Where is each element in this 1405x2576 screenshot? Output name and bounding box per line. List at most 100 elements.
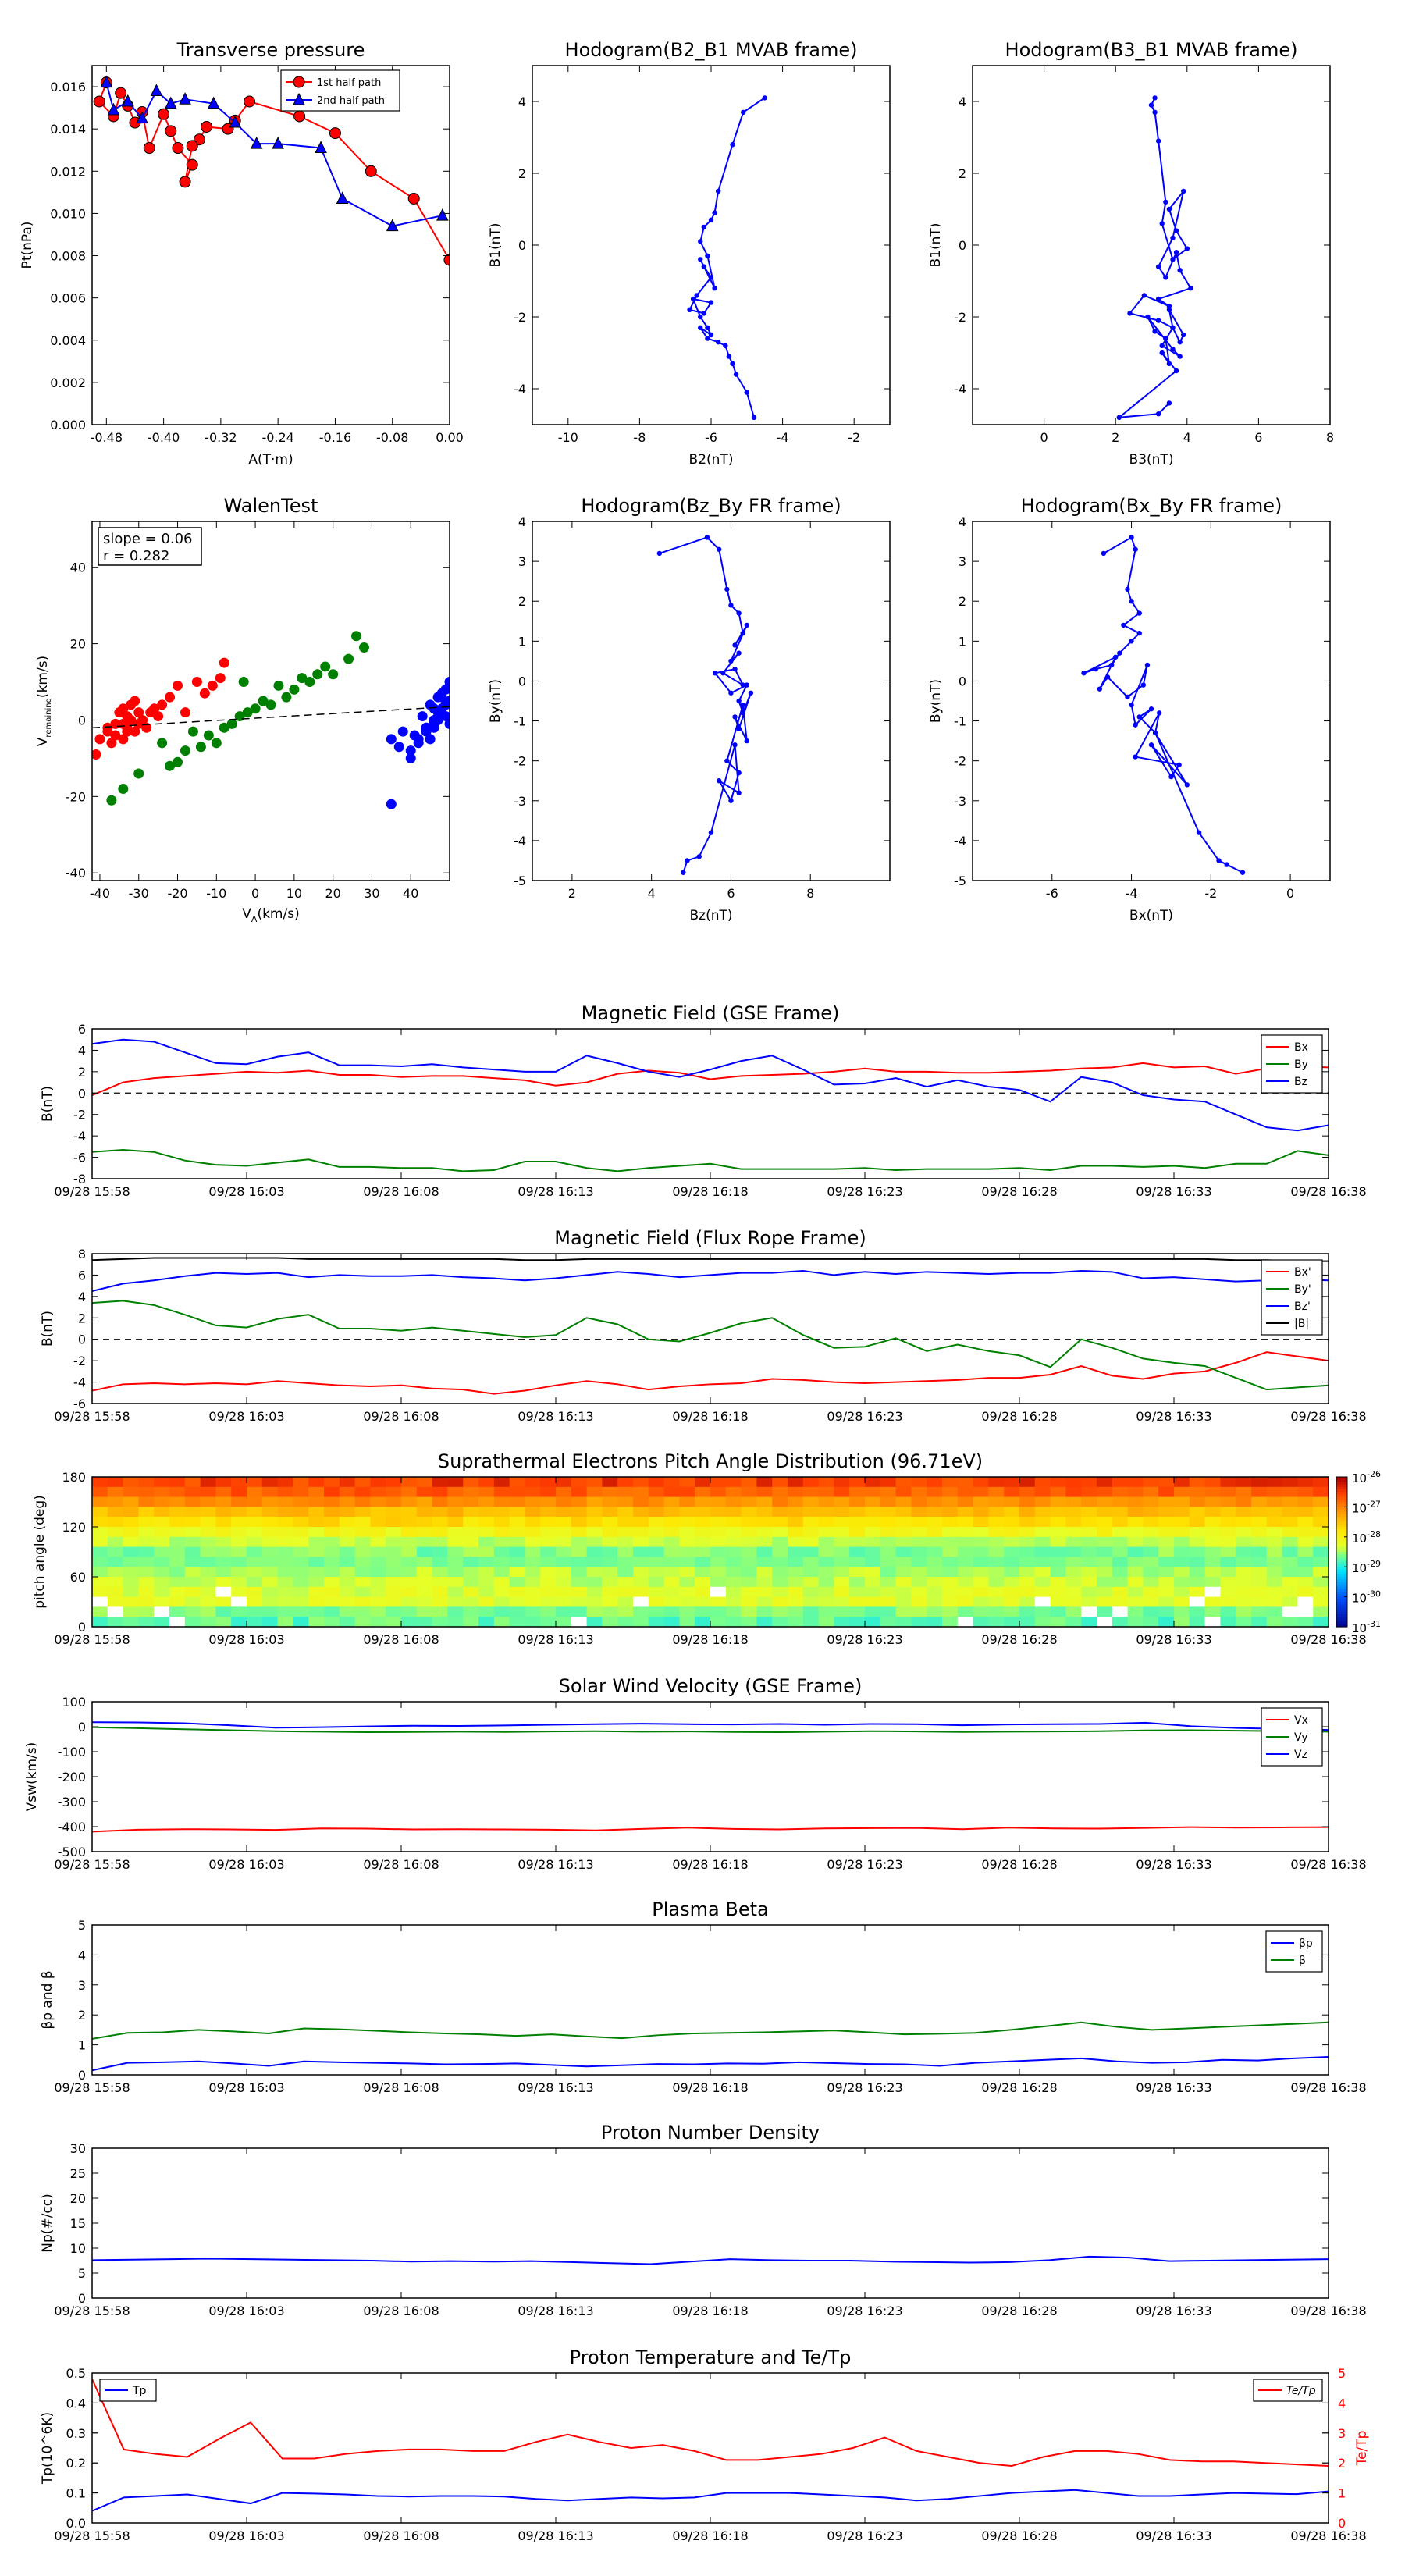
pad-cell bbox=[1050, 1477, 1066, 1488]
pad-cell bbox=[818, 1596, 834, 1607]
pad-colorbar-label: 10-29 bbox=[1352, 1559, 1381, 1575]
pad-cell bbox=[633, 1546, 649, 1557]
walen-point bbox=[417, 711, 428, 722]
pad-cell bbox=[1004, 1507, 1020, 1517]
pad-colorbar-base: 10 bbox=[1352, 1561, 1367, 1575]
pad-cell bbox=[679, 1557, 695, 1567]
h4-xtick-label: -6 bbox=[1046, 886, 1058, 901]
h4-xtick-label: -2 bbox=[1204, 886, 1217, 901]
pad-cell bbox=[308, 1617, 325, 1628]
walen-point bbox=[219, 722, 229, 733]
tp-ytick-label: 0.010 bbox=[50, 206, 86, 221]
walen-point bbox=[191, 677, 202, 688]
pad-colorbar-step bbox=[1336, 1539, 1347, 1542]
pad-cell bbox=[1282, 1486, 1298, 1498]
pad-cell bbox=[1220, 1536, 1236, 1548]
pad-cell bbox=[1034, 1606, 1051, 1617]
pad-cell bbox=[741, 1477, 757, 1488]
tp-point bbox=[136, 111, 148, 124]
h3-point bbox=[748, 690, 754, 696]
pad-cell bbox=[957, 1586, 974, 1598]
pad-cell bbox=[123, 1617, 139, 1628]
pad-cell bbox=[1174, 1557, 1190, 1567]
h2-point bbox=[1188, 286, 1193, 291]
pad-cell bbox=[957, 1477, 974, 1488]
h2-point bbox=[1127, 311, 1133, 316]
tp-point bbox=[107, 102, 120, 116]
pad-cell bbox=[602, 1477, 618, 1488]
pad-cell bbox=[463, 1577, 479, 1588]
pad-cell bbox=[973, 1606, 989, 1617]
pad-cell bbox=[834, 1536, 850, 1548]
tp-xtick-label: -0.16 bbox=[319, 430, 351, 445]
pad-cell bbox=[1050, 1507, 1066, 1517]
h3-ytick-label: -5 bbox=[514, 873, 526, 888]
pad-cell bbox=[633, 1486, 649, 1498]
pad-cell bbox=[1127, 1517, 1144, 1528]
pad-cell bbox=[556, 1577, 572, 1588]
mag_gse-series-By bbox=[92, 1148, 1329, 1172]
h4-point bbox=[1125, 694, 1130, 700]
h3-ytick-label: -2 bbox=[514, 754, 526, 769]
pad-cell bbox=[617, 1567, 634, 1578]
pad-cell bbox=[261, 1546, 279, 1557]
pad-cell bbox=[571, 1486, 588, 1498]
mag_fr-legend-label: By' bbox=[1294, 1283, 1311, 1296]
pad-cell bbox=[633, 1606, 649, 1617]
pad-cell bbox=[1282, 1517, 1298, 1528]
h1-point bbox=[730, 142, 735, 148]
pad-cell bbox=[184, 1557, 201, 1567]
pad-cell bbox=[1236, 1617, 1252, 1628]
pad-cell bbox=[1019, 1536, 1036, 1548]
pad-cell bbox=[339, 1546, 356, 1557]
pad-cell bbox=[1050, 1536, 1066, 1548]
pad-cell bbox=[540, 1557, 557, 1567]
h2-point bbox=[1166, 307, 1172, 312]
pad-cell bbox=[617, 1517, 634, 1528]
pad-cell bbox=[277, 1546, 293, 1557]
pad-cell bbox=[1220, 1517, 1236, 1528]
pad-cell bbox=[261, 1536, 279, 1548]
tp_temp-ytick-label: 0.4 bbox=[66, 2396, 86, 2411]
pad-cell bbox=[911, 1596, 927, 1607]
pad-cell bbox=[138, 1507, 155, 1517]
tp_temp-xtick-label: 09/28 16:18 bbox=[672, 2528, 748, 2543]
pad-cell bbox=[602, 1617, 618, 1628]
vsw-xtick-label: 09/28 16:13 bbox=[518, 1857, 593, 1872]
pad-cell bbox=[509, 1577, 525, 1588]
pad-cell bbox=[416, 1567, 433, 1578]
pad-cell bbox=[432, 1606, 448, 1617]
pad-cell bbox=[1158, 1507, 1175, 1517]
pad-cell bbox=[586, 1596, 603, 1607]
pad-cell bbox=[617, 1507, 634, 1517]
pad-cell bbox=[648, 1586, 665, 1598]
pad-cell bbox=[1065, 1477, 1082, 1488]
pad-cell bbox=[756, 1596, 773, 1607]
pad-cell bbox=[756, 1486, 773, 1498]
h2-point bbox=[1152, 109, 1158, 115]
pad-cell bbox=[1050, 1517, 1066, 1528]
pad-cell bbox=[154, 1486, 170, 1498]
pad-cell bbox=[123, 1496, 139, 1507]
pad-cell bbox=[772, 1546, 788, 1557]
vsw-xtick-label: 09/28 16:38 bbox=[1290, 1857, 1366, 1872]
h1-point bbox=[694, 293, 699, 298]
pad-cell bbox=[308, 1496, 325, 1507]
pad-cell bbox=[525, 1496, 541, 1507]
mag_gse-ytick-label: -2 bbox=[73, 1108, 86, 1123]
pad-cell bbox=[509, 1496, 525, 1507]
h4-frame bbox=[972, 521, 1331, 881]
pad-cell bbox=[138, 1606, 155, 1617]
mag_gse-xtick-label: 09/28 16:08 bbox=[363, 1184, 439, 1199]
h2-point bbox=[1177, 268, 1183, 273]
walen-point bbox=[130, 696, 140, 706]
pad-colorbar-step bbox=[1336, 1619, 1347, 1623]
np-xtick-label: 09/28 16:28 bbox=[981, 2304, 1057, 2318]
tp_temp-xtick-label: 09/28 16:08 bbox=[363, 2528, 439, 2543]
pad-cell bbox=[556, 1477, 572, 1488]
mag_gse-ytick-label: -6 bbox=[73, 1151, 86, 1165]
pad-cell bbox=[1127, 1577, 1144, 1588]
pad-cell bbox=[138, 1557, 155, 1567]
pad-cell bbox=[1266, 1577, 1283, 1588]
pad-cell bbox=[1174, 1527, 1190, 1538]
